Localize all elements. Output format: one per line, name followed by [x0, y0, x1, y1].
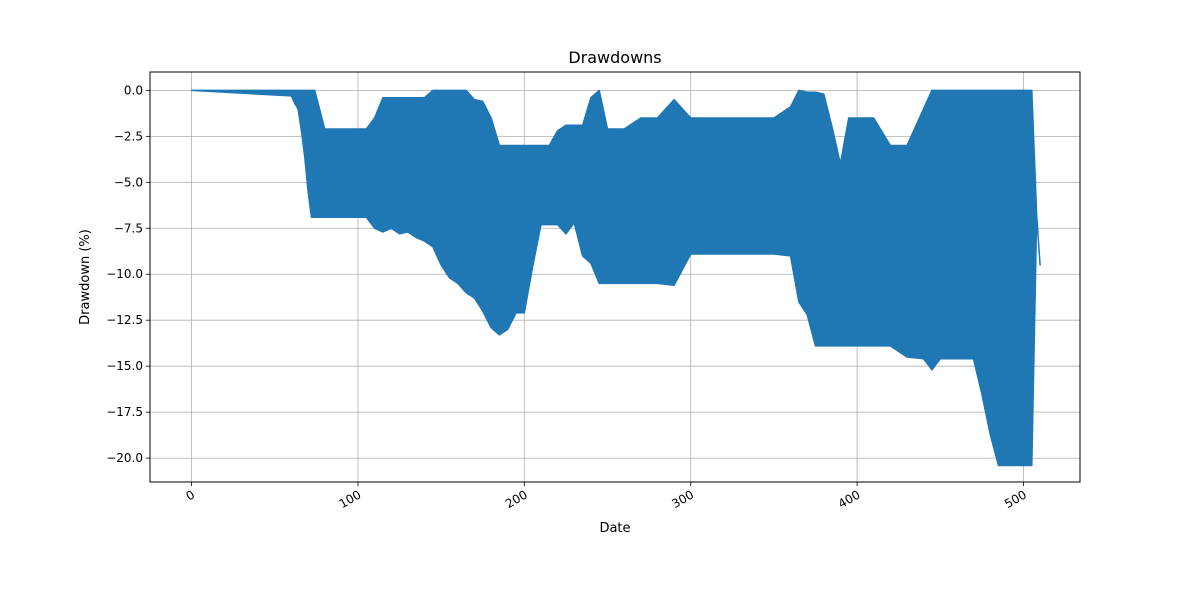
y-tick-label: −20.0: [106, 451, 143, 465]
y-tick-label: −12.5: [106, 313, 143, 327]
drawdown-series-line: [192, 90, 1037, 466]
x-axis-label: Date: [599, 521, 630, 536]
y-tick-label: 0.0: [124, 83, 143, 97]
plot-area: [190, 89, 1041, 467]
y-tick-label: −7.5: [114, 221, 143, 235]
y-axis-ticks: 0.0 −2.5 −5.0 −7.5 −10.0 −12.5 −15.0 −17.5 −20.0: [106, 83, 150, 465]
axes-frame: [149, 71, 1081, 483]
y-tick-label: −5.0: [114, 175, 143, 189]
y-axis-label: Drawdown (%): [78, 229, 93, 325]
y-tick-label: −10.0: [106, 267, 143, 281]
y-tick-label: −17.5: [106, 405, 143, 419]
y-tick-label: −15.0: [106, 359, 143, 373]
chart-title: Drawdowns: [568, 48, 661, 67]
y-tick-label: −2.5: [114, 129, 143, 143]
